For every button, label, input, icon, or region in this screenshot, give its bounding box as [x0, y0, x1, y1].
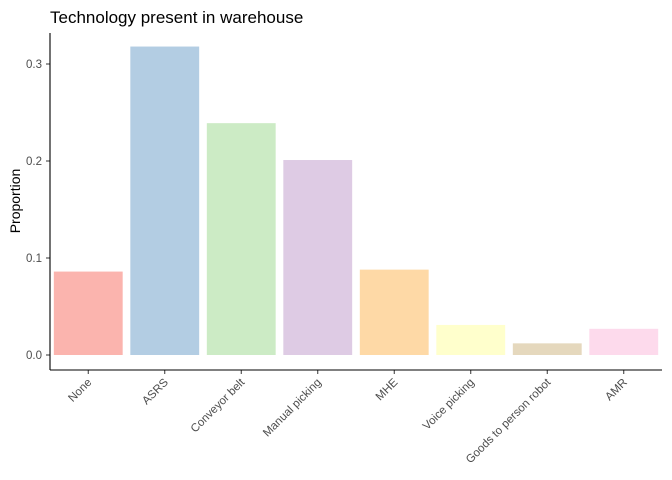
x-tick-label: Goods to person robot: [464, 376, 554, 466]
bar: [53, 271, 123, 355]
y-tick-label: 0.2: [26, 156, 42, 168]
x-tick-label: MHE: [374, 376, 401, 403]
y-tick-label: 0.1: [26, 253, 42, 265]
bar: [130, 46, 200, 355]
x-tick-label: Conveyor belt: [189, 376, 248, 435]
x-tick-label: ASRS: [140, 376, 171, 407]
x-tick-label: None: [66, 377, 94, 405]
bar: [283, 160, 353, 355]
chart-title: Technology present in warehouse: [50, 8, 303, 27]
x-tick-label: Manual picking: [261, 377, 324, 440]
bar: [359, 269, 429, 355]
y-axis-title: Proportion: [7, 169, 23, 234]
y-tick-label: 0.3: [26, 59, 42, 71]
bar: [512, 343, 582, 355]
y-tick-label: 0.0: [26, 350, 42, 362]
x-axis-ticks: None ASRS Conveyor belt Manual picking MHE Vo…: [66, 370, 630, 466]
bar: [436, 324, 506, 355]
y-axis-ticks: 0.0 0.1 0.2 0.3: [26, 59, 50, 362]
x-tick-label: AMR: [603, 377, 630, 404]
bar: [206, 123, 276, 355]
x-tick-label: Voice picking: [421, 377, 477, 433]
bars-group: [53, 46, 659, 355]
bar: [589, 328, 659, 355]
